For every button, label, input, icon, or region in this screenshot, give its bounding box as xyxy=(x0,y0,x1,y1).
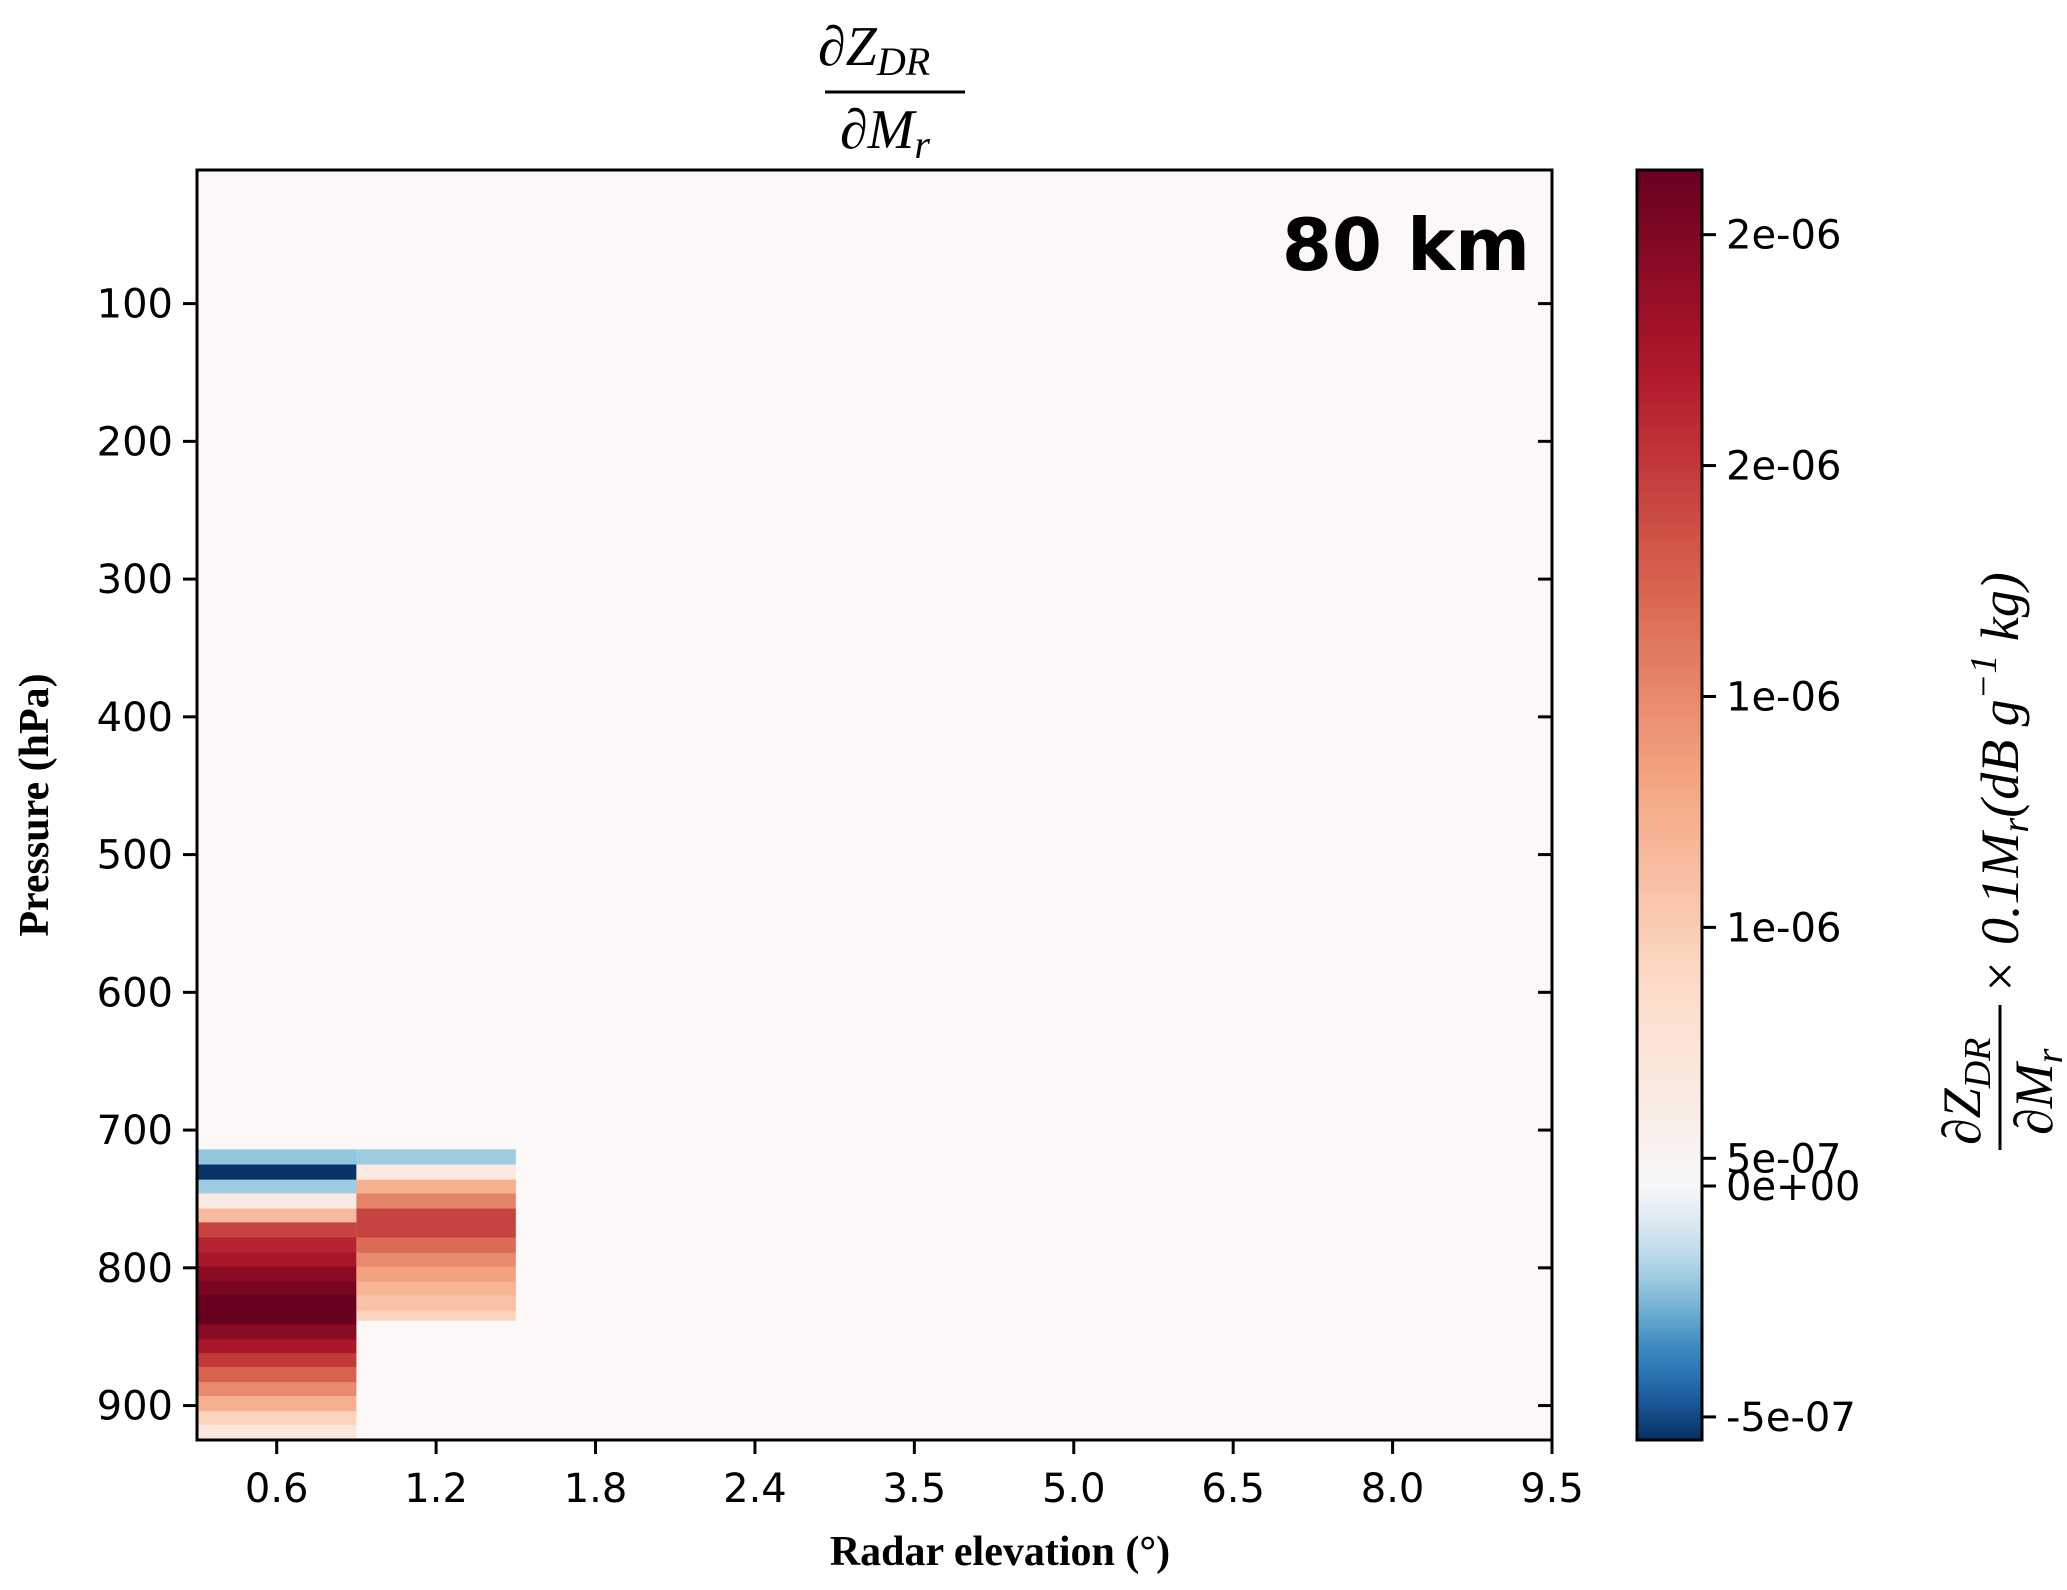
colorbar-tick-label: 2e-06 xyxy=(1726,213,1841,259)
title-denominator: ∂Mr xyxy=(840,99,930,167)
y-tick-label: 800 xyxy=(97,1246,173,1292)
heatmap-cell xyxy=(197,1179,357,1195)
x-axis-title: Radar elevation (°) xyxy=(830,1529,1170,1575)
x-tick-label: 2.4 xyxy=(723,1466,787,1512)
heatmap-cell xyxy=(197,1193,357,1210)
colorbar-label-denominator: ∂Mr xyxy=(2004,1048,2067,1135)
heatmap-cell xyxy=(197,1149,357,1166)
colorbar-tick-label: 0e+00 xyxy=(1726,1164,1860,1210)
heatmap-cell xyxy=(356,1179,516,1195)
heatmap-cell xyxy=(197,1252,357,1268)
heatmap-cell xyxy=(197,1237,357,1254)
heatmap-cell xyxy=(356,1149,516,1166)
heatmap-cell xyxy=(197,1324,357,1341)
y-tick-label: 900 xyxy=(97,1384,173,1430)
y-tick-label: 500 xyxy=(97,833,173,879)
heatmap-cell xyxy=(356,1252,516,1268)
heatmap-cell xyxy=(356,1237,516,1254)
y-tick-label: 200 xyxy=(97,419,173,465)
colorbar-label: ∂ZDR ∂Mr × 0.1Mr(dB g−1 kg) xyxy=(1932,572,2067,1150)
x-tick-label: 3.5 xyxy=(883,1466,947,1512)
plot-frame xyxy=(195,168,1554,1442)
chart-title: ∂ZDR ∂Mr xyxy=(818,16,965,167)
heatmap-cell xyxy=(197,1295,357,1312)
y-axis: 100 200 300 400 500 600 700 800 900 xyxy=(97,282,1552,1430)
heatmap-cell xyxy=(197,1366,357,1383)
distance-annotation: 80 km xyxy=(1282,203,1530,287)
colorbar-label-rest: × 0.1Mr(dB g−1 kg) xyxy=(1963,572,2037,995)
heatmap-cell xyxy=(197,1222,357,1239)
colorbar-tick-label: 1e-06 xyxy=(1726,905,1841,951)
heatmap-cell xyxy=(197,1281,357,1296)
heatmap-cell xyxy=(197,1164,357,1181)
y-tick-label: 400 xyxy=(97,695,173,741)
x-tick-label: 8.0 xyxy=(1361,1466,1425,1512)
heatmap-cell xyxy=(197,1266,357,1283)
heatmap-cell xyxy=(356,1208,516,1223)
colorbar-tick-label: 1e-06 xyxy=(1726,674,1841,720)
title-numerator: ∂ZDR xyxy=(818,16,930,84)
heatmap-cell xyxy=(356,1266,516,1283)
heatmap-cell xyxy=(356,1222,516,1239)
heatmap-cell xyxy=(356,1281,516,1296)
heatmap-cell xyxy=(356,1164,516,1181)
x-tick-label: 6.5 xyxy=(1201,1466,1265,1512)
colorbar-tick-label: 5e-07 xyxy=(1726,1136,1841,1182)
heatmap-cell xyxy=(356,1193,516,1210)
heatmap-cell xyxy=(197,1310,357,1325)
x-tick-label: 5.0 xyxy=(1042,1466,1106,1512)
heatmap-cell xyxy=(197,1382,357,1397)
x-tick-label: 9.5 xyxy=(1520,1466,1584,1512)
colorbar-tick-label: -5e-07 xyxy=(1726,1395,1856,1441)
heatmap-cell xyxy=(197,1353,357,1368)
colorbar-tick-label: 2e-06 xyxy=(1726,444,1841,490)
heatmap-cell xyxy=(197,1208,357,1223)
y-tick-label: 600 xyxy=(97,970,173,1016)
x-axis: 0.6 1.2 1.8 2.4 3.5 5.0 6.5 8.0 9.5 xyxy=(245,1440,1584,1512)
y-tick-label: 300 xyxy=(97,557,173,603)
x-tick-label: 1.2 xyxy=(404,1466,468,1512)
heatmap-cell xyxy=(197,1339,357,1354)
heatmap-cells xyxy=(197,1149,516,1441)
heatmap-cell xyxy=(197,1395,357,1412)
heatmap-cell xyxy=(356,1310,516,1321)
colorbar-label-numerator: ∂ZDR xyxy=(1932,1038,1999,1145)
heatmap-cell xyxy=(356,1295,516,1312)
heatmap-cell xyxy=(197,1411,357,1426)
x-tick-label: 0.6 xyxy=(245,1466,309,1512)
y-axis-title: Pressure (hPa) xyxy=(12,673,58,936)
heatmap-cell xyxy=(197,1424,357,1441)
y-tick-label: 100 xyxy=(97,282,173,328)
colorbar xyxy=(1637,170,1702,1440)
colorbar-frame xyxy=(1635,168,1704,1442)
y-tick-label: 700 xyxy=(97,1108,173,1154)
x-tick-label: 1.8 xyxy=(564,1466,628,1512)
